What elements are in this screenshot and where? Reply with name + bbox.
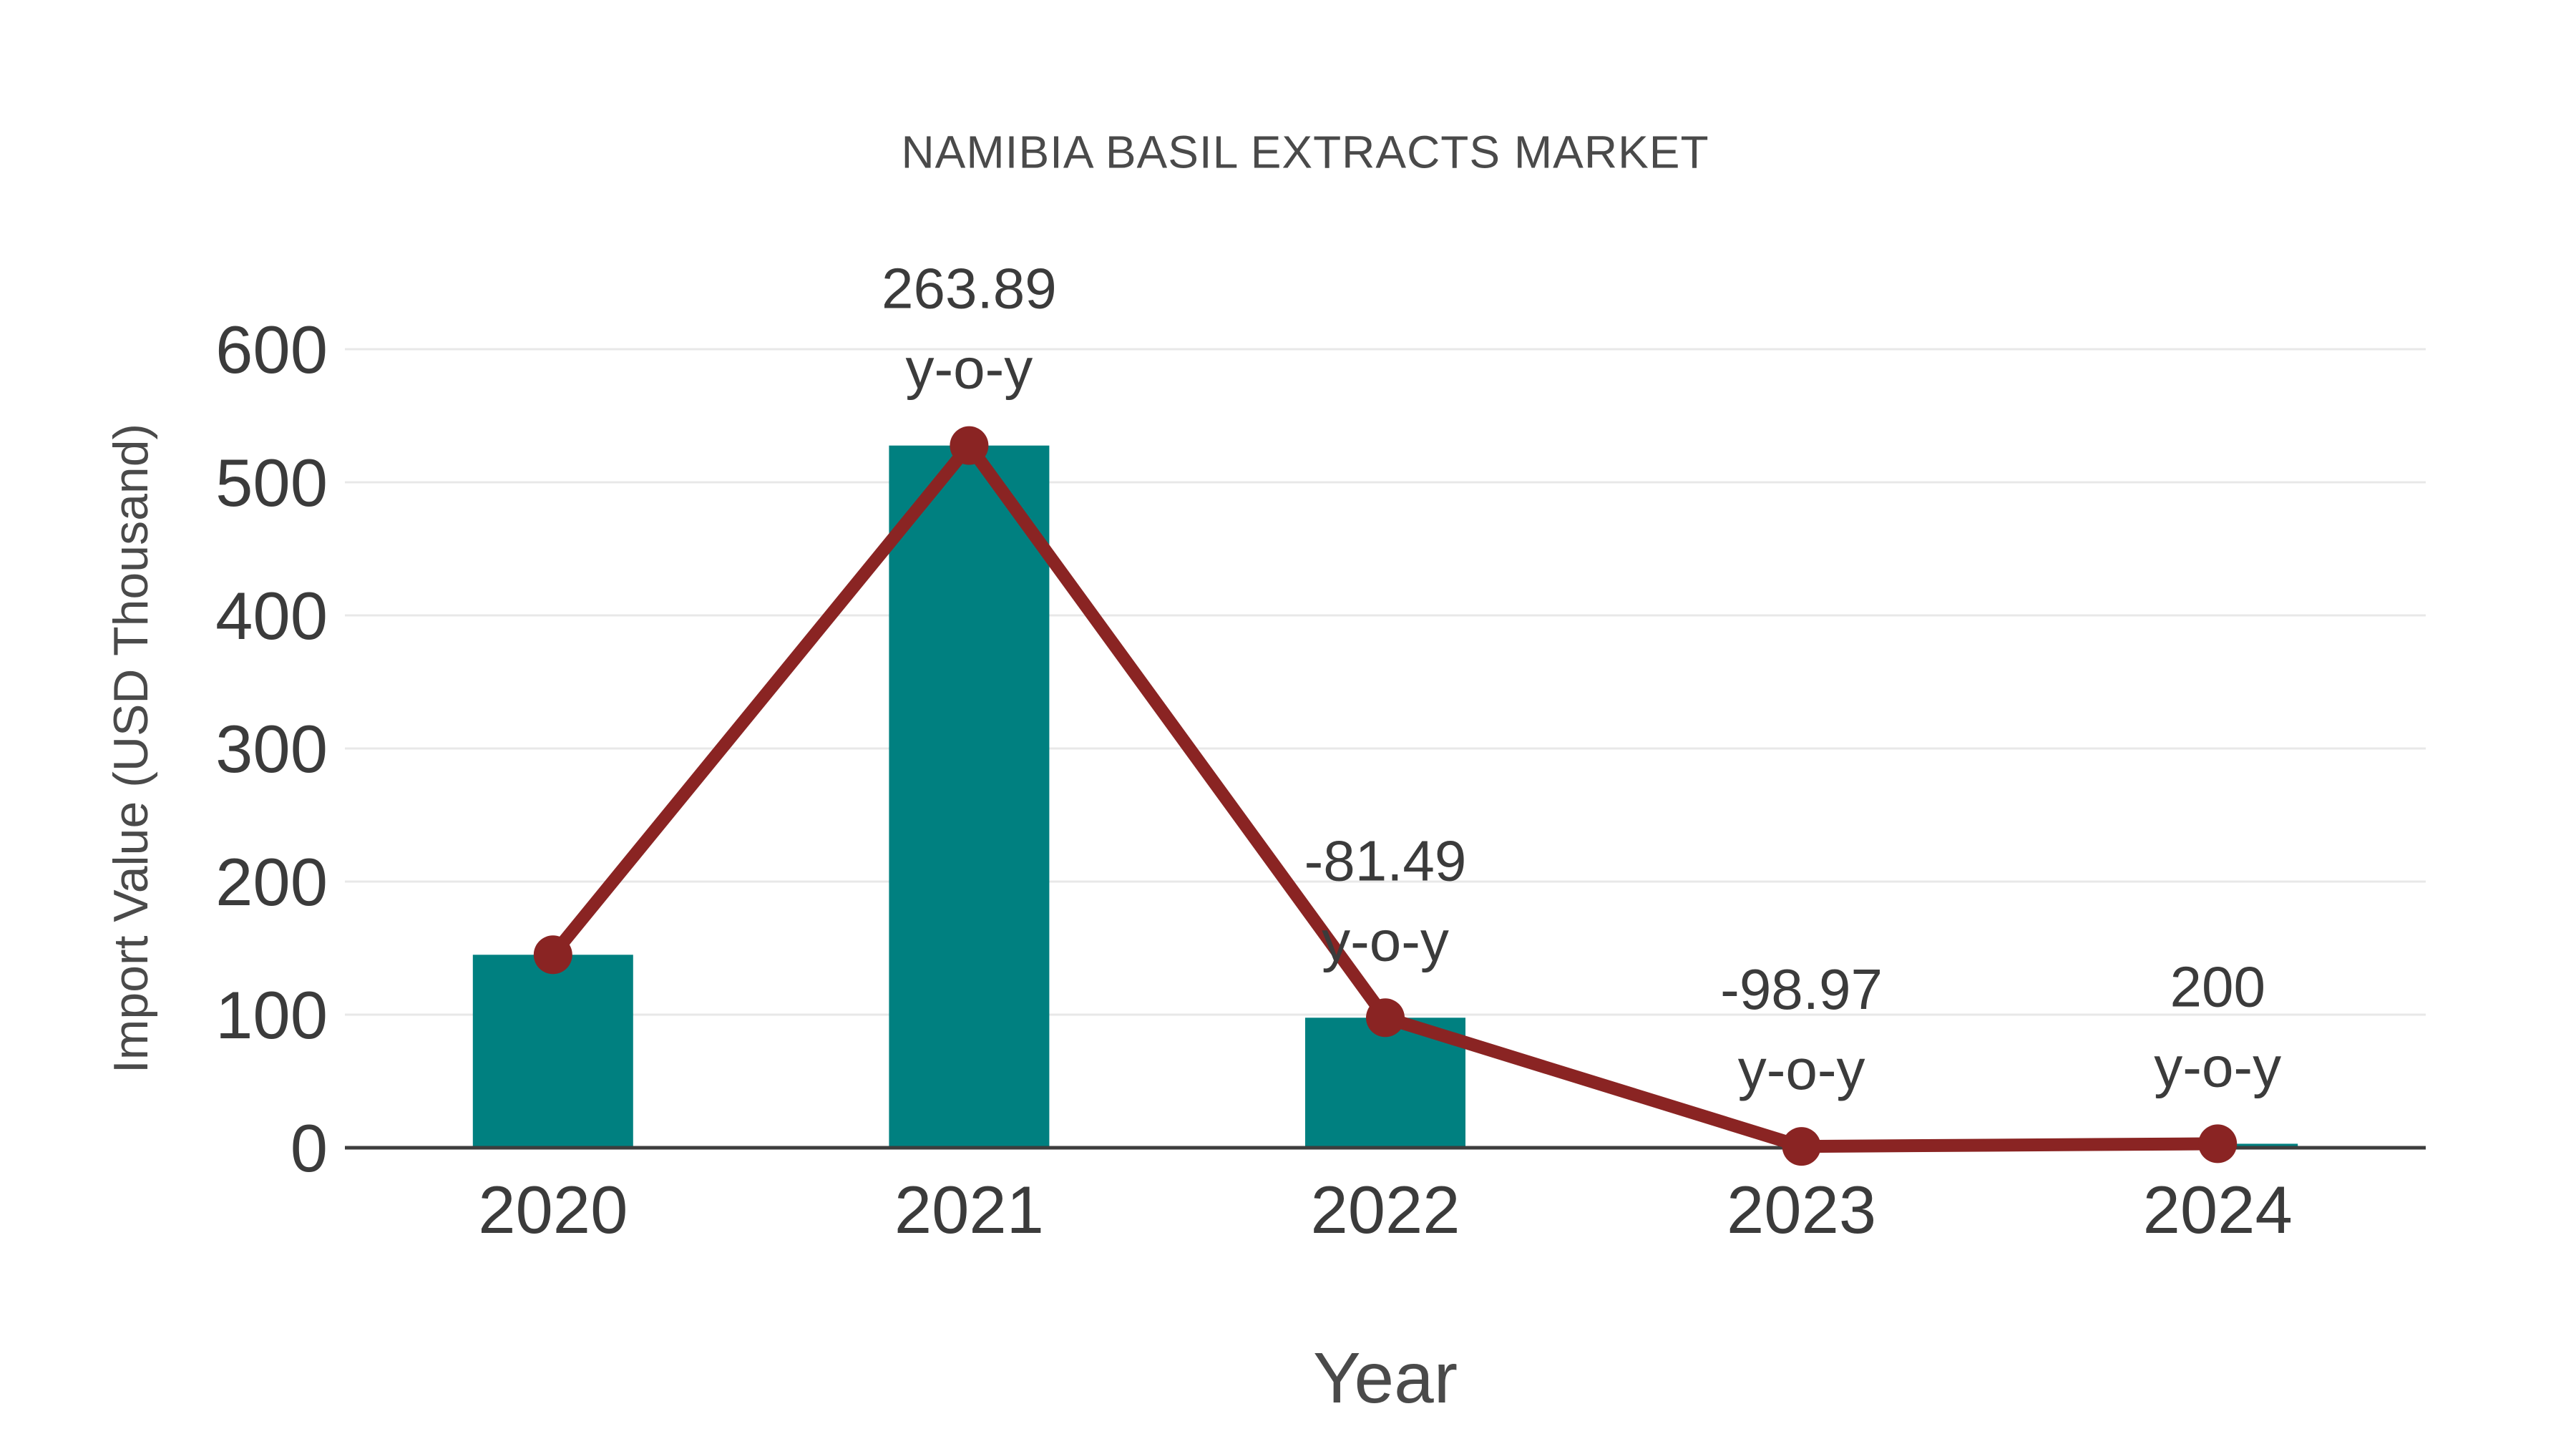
x-tick-label-2021: 2021 xyxy=(894,1172,1044,1247)
x-tick-label-2020: 2020 xyxy=(478,1172,628,1247)
marker-2024 xyxy=(2198,1124,2238,1163)
annotation-unit-2023: y-o-y xyxy=(1738,1038,1865,1101)
y-tick-label-500: 500 xyxy=(215,445,328,520)
annotation-value-2024: 200 xyxy=(2170,955,2265,1018)
marker-2021 xyxy=(950,426,989,465)
x-tick-label-2023: 2023 xyxy=(1727,1172,1876,1247)
y-tick-label-300: 300 xyxy=(215,711,328,786)
x-tick-label-2022: 2022 xyxy=(1310,1172,1460,1247)
x-tick-label-2024: 2024 xyxy=(2143,1172,2293,1247)
y-tick-label-200: 200 xyxy=(215,844,328,919)
x-axis-label: Year xyxy=(1313,1338,1458,1418)
annotation-unit-2022: y-o-y xyxy=(1322,909,1449,972)
chart-title: NAMIBIA BASIL EXTRACTS MARKET xyxy=(901,126,1709,177)
y-tick-label-0: 0 xyxy=(291,1111,328,1186)
y-axis-label: Import Value (USD Thousand) xyxy=(104,424,158,1073)
bar-2021 xyxy=(889,445,1050,1148)
annotation-value-2023: -98.97 xyxy=(1720,957,1883,1021)
annotation-unit-2024: y-o-y xyxy=(2154,1035,2281,1098)
y-tick-label-400: 400 xyxy=(215,578,328,653)
y-tick-label-600: 600 xyxy=(215,312,328,387)
bar-2020 xyxy=(472,955,633,1148)
y-tick-label-100: 100 xyxy=(215,977,328,1053)
annotation-value-2022: -81.49 xyxy=(1304,829,1467,892)
annotation-unit-2021: y-o-y xyxy=(906,337,1033,401)
marker-2020 xyxy=(533,935,572,975)
annotation-value-2021: 263.89 xyxy=(882,257,1057,321)
marker-2022 xyxy=(1366,998,1405,1038)
marker-2023 xyxy=(1782,1127,1821,1166)
